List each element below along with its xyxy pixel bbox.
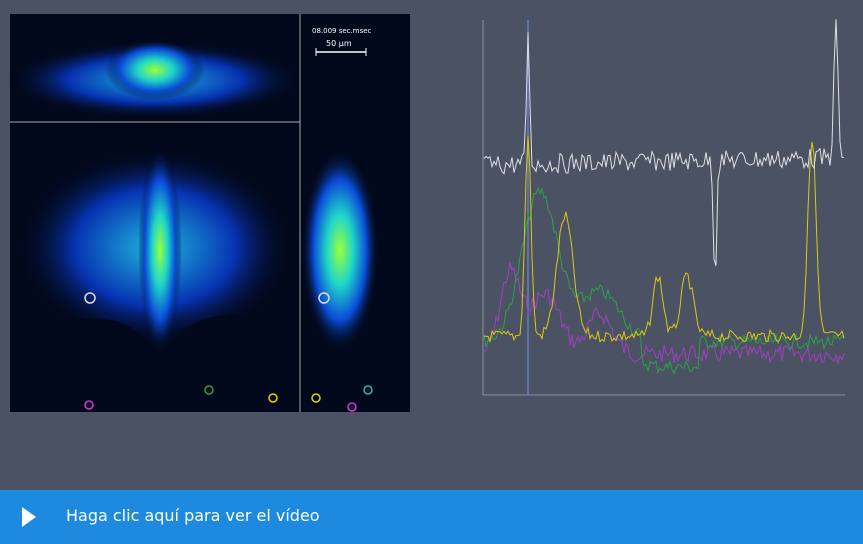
- video-thumbnail: 08.009 sec.msec 50 µm Haga clic aquí par…: [0, 0, 863, 544]
- trace: [484, 19, 844, 265]
- trace-plot: [483, 19, 845, 395]
- scale-bar-label: 50 µm: [326, 39, 352, 48]
- play-video-label: Haga clic aquí para ver el vídeo: [66, 506, 320, 525]
- play-video-bar[interactable]: Haga clic aquí para ver el vídeo: [0, 490, 863, 544]
- video-frame: 08.009 sec.msec 50 µm: [0, 0, 863, 490]
- timestamp: 08.009 sec.msec: [312, 27, 372, 35]
- play-icon: [22, 507, 36, 527]
- microscopy-image: 08.009 sec.msec 50 µm: [10, 14, 410, 412]
